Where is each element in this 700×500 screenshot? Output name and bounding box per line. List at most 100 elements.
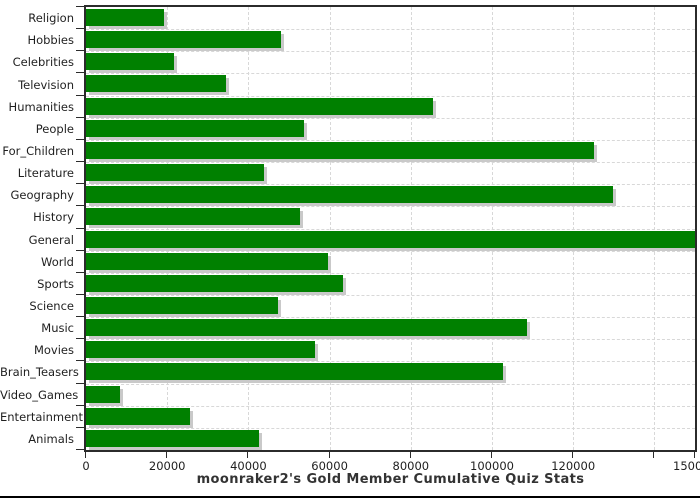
y-axis-tick — [76, 227, 84, 229]
horizontal-gridline — [86, 361, 695, 363]
horizontal-gridline — [86, 184, 695, 186]
category-label-world: World — [41, 254, 74, 269]
horizontal-gridline — [86, 250, 695, 252]
y-axis-tick — [76, 6, 84, 7]
horizontal-gridline — [86, 294, 695, 296]
category-label-entertainment: Entertainment — [0, 409, 83, 424]
bar-general — [86, 230, 695, 248]
y-axis-tick — [76, 338, 84, 340]
bar-hobbies — [86, 31, 281, 49]
category-label-religion: Religion — [28, 11, 74, 26]
y-axis-tick — [76, 138, 84, 140]
category-label-geography: Geography — [10, 188, 75, 203]
category-label-history: History — [33, 210, 74, 225]
horizontal-gridline — [86, 139, 695, 141]
y-axis-tick — [76, 94, 84, 96]
y-axis-tick — [76, 50, 84, 52]
y-axis-tick — [76, 426, 84, 428]
x-axis-tick — [328, 452, 330, 458]
bottom-edge-line — [0, 496, 700, 498]
bar-for_children — [86, 141, 594, 159]
x-axis-tick — [85, 452, 86, 458]
horizontal-gridline — [86, 317, 695, 319]
x-axis-tick — [694, 452, 695, 458]
horizontal-gridline — [86, 272, 695, 274]
category-label-for_children: For_Children — [2, 143, 74, 158]
horizontal-gridline — [86, 73, 695, 75]
y-axis-tick — [76, 183, 84, 185]
horizontal-gridline — [86, 383, 695, 385]
bar-literature — [86, 164, 264, 182]
bar-sports — [86, 274, 344, 292]
bar-humanities — [86, 97, 433, 115]
bar-people — [86, 119, 305, 137]
x-axis-tick — [409, 452, 411, 458]
x-axis-label-80000: 80000 — [392, 459, 430, 473]
x-axis-tick — [247, 452, 249, 458]
horizontal-gridline — [86, 228, 695, 230]
horizontal-gridline — [86, 51, 695, 53]
y-axis-tick — [76, 316, 84, 318]
y-axis-tick — [76, 404, 84, 406]
y-axis-tick — [76, 293, 84, 295]
y-axis-tick — [76, 360, 84, 362]
horizontal-gridline — [86, 339, 695, 341]
x-axis-tick — [491, 452, 492, 458]
x-axis-label-120000: 120000 — [551, 459, 596, 473]
horizontal-gridline — [86, 29, 695, 31]
bar-animals — [86, 429, 259, 447]
bar-movies — [86, 341, 315, 359]
plot-area — [84, 5, 697, 452]
bar-science — [86, 296, 278, 314]
category-label-people: People — [35, 121, 74, 136]
y-axis-tick — [76, 449, 84, 450]
horizontal-gridline — [86, 427, 695, 429]
x-axis-tick — [653, 452, 655, 458]
y-axis-tick — [76, 249, 84, 251]
x-axis-label-20000: 20000 — [148, 459, 186, 473]
bar-video_games — [86, 385, 120, 403]
bar-music — [86, 319, 528, 337]
chart-title: moonraker2's Gold Member Cumulative Quiz… — [196, 472, 585, 487]
category-label-sports: Sports — [37, 276, 74, 291]
x-axis-label-150000: 150000 — [673, 459, 700, 473]
x-axis-label-100000: 100000 — [470, 459, 514, 473]
y-axis-tick — [76, 161, 84, 163]
bar-geography — [86, 186, 613, 204]
y-axis-tick — [76, 116, 84, 118]
horizontal-gridline — [86, 117, 695, 119]
x-axis-label-60000: 60000 — [311, 459, 348, 473]
category-label-animals: Animals — [28, 431, 74, 446]
y-axis-tick — [76, 382, 84, 384]
x-axis-label-0: 0 — [82, 459, 90, 473]
category-label-humanities: Humanities — [8, 99, 74, 114]
category-label-brain_teasers: Brain_Teasers — [0, 365, 79, 380]
horizontal-gridline — [86, 206, 695, 208]
horizontal-gridline — [86, 162, 695, 164]
category-label-celebrities: Celebrities — [12, 55, 74, 70]
bar-celebrities — [86, 53, 175, 71]
category-label-literature: Literature — [17, 166, 74, 181]
category-label-movies: Movies — [33, 343, 74, 358]
category-label-television: Television — [18, 77, 74, 92]
horizontal-gridline — [86, 95, 695, 97]
x-axis-label-40000: 40000 — [230, 459, 267, 473]
y-axis-tick — [76, 28, 84, 30]
category-label-science: Science — [29, 299, 74, 314]
x-axis-tick — [166, 452, 168, 458]
category-label-music: Music — [41, 321, 74, 336]
category-label-video_games: Video_Games — [0, 387, 79, 402]
y-axis-tick — [76, 205, 84, 207]
bar-television — [86, 75, 227, 93]
category-label-general: General — [28, 232, 74, 247]
horizontal-gridline — [86, 405, 695, 407]
bar-religion — [86, 9, 164, 26]
x-axis-tick — [572, 452, 574, 458]
y-axis-tick — [76, 72, 84, 74]
bar-brain_teasers — [86, 363, 504, 381]
category-label-hobbies: Hobbies — [27, 33, 74, 48]
bar-world — [86, 252, 329, 270]
bar-entertainment — [86, 407, 190, 425]
bar-history — [86, 208, 301, 226]
